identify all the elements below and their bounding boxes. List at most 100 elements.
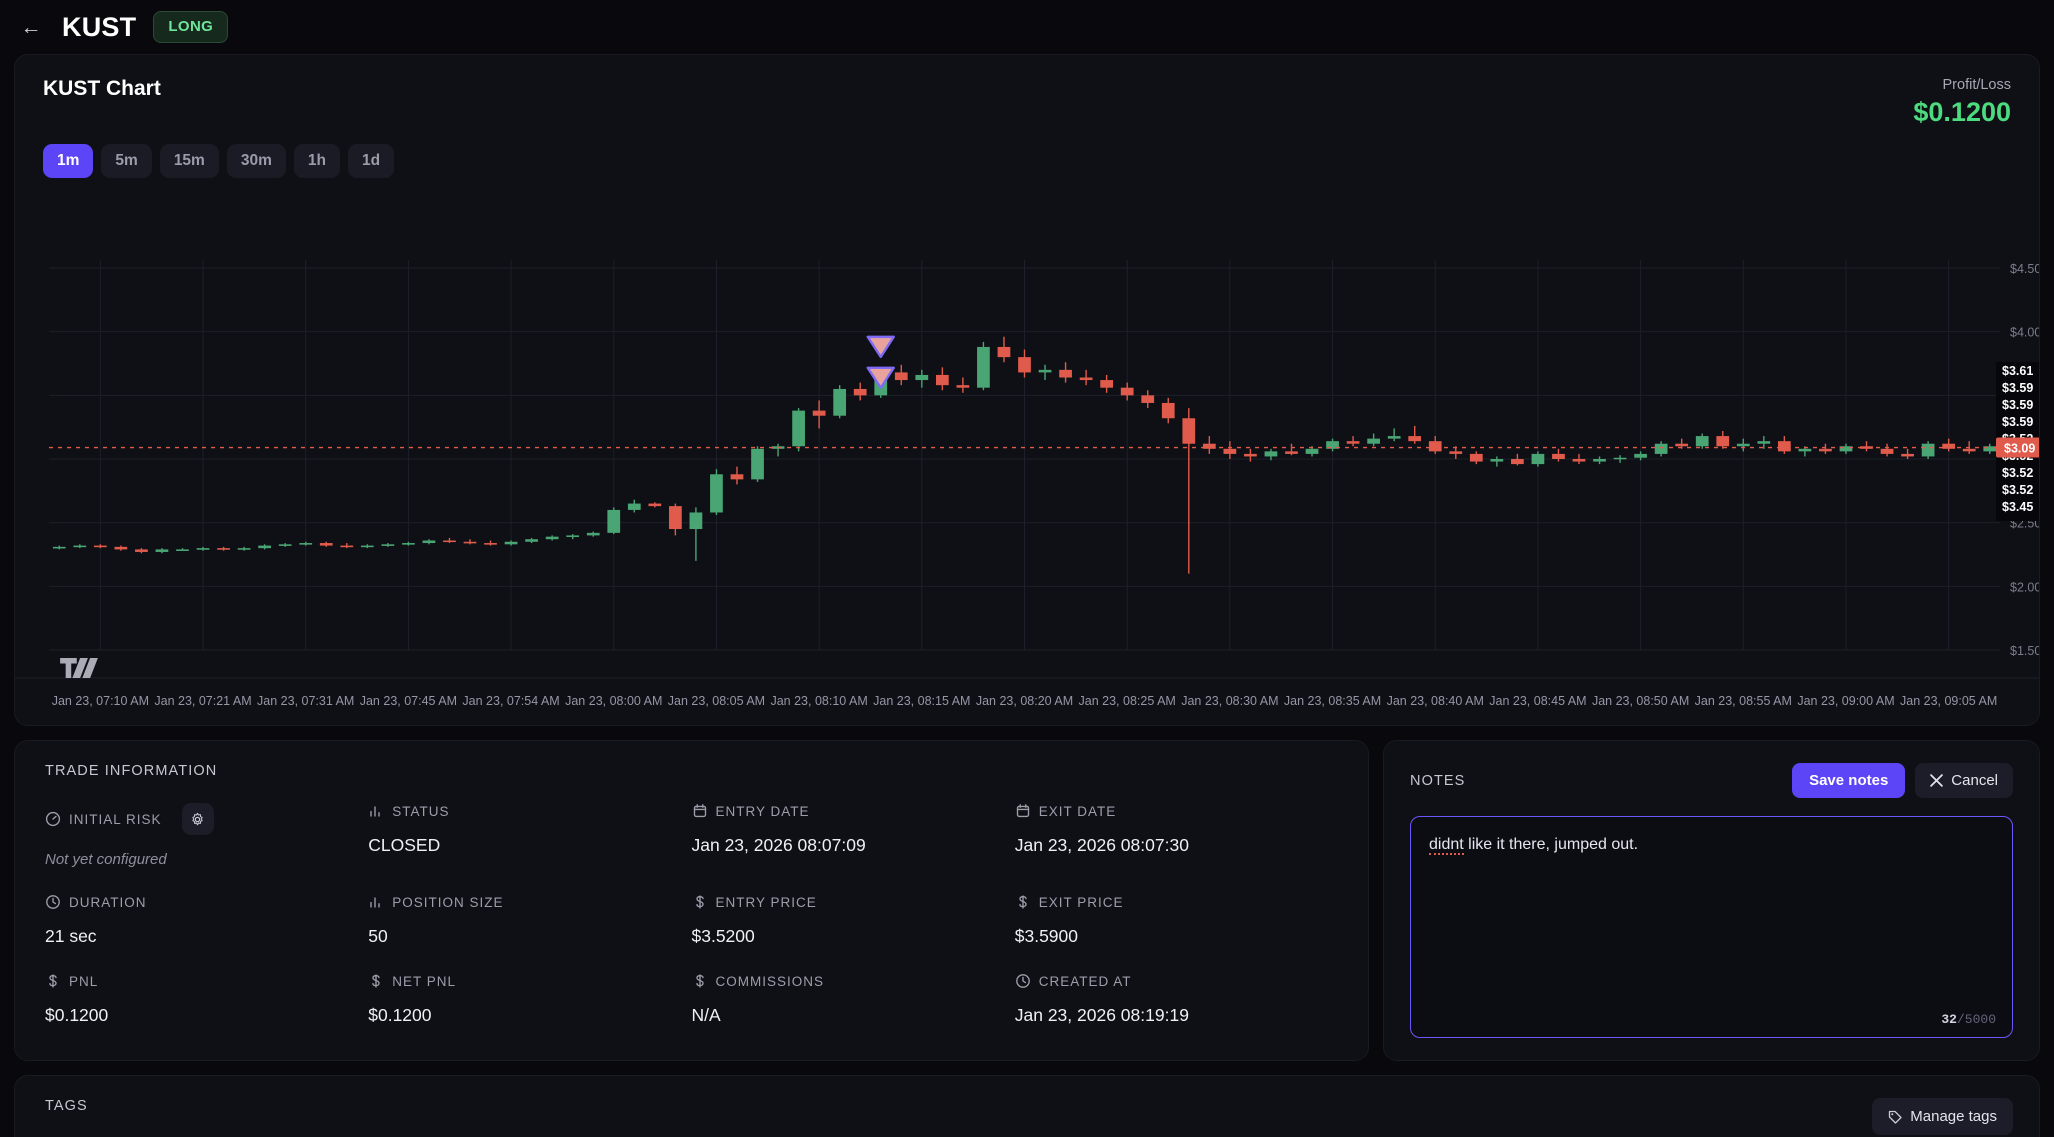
- timeframe-button-1h[interactable]: 1h: [293, 144, 340, 178]
- arrow-left-icon: ←: [20, 15, 42, 39]
- time-axis-label: Jan 23, 07:31 AM: [257, 694, 354, 708]
- trade-info-row: PNL $0.1200 NET PNL $0.1200 COMMISSIONS …: [45, 973, 1338, 1026]
- trade-info-row: DURATION 21 sec POSITION SIZE 50 ENTRY P…: [45, 894, 1338, 947]
- trade-info-label-status: STATUS: [368, 803, 691, 819]
- trade-information-grid: INITIAL RISK Not yet configured STATUS C…: [45, 803, 1338, 1026]
- timeframe-button-1d[interactable]: 1d: [347, 144, 395, 178]
- svg-text:$4.00: $4.00: [2010, 326, 2040, 340]
- cancel-notes-button[interactable]: Cancel: [1915, 763, 2013, 798]
- trade-info-cell-net-pnl: NET PNL $0.1200: [368, 973, 691, 1026]
- dollar-icon: [695, 974, 704, 988]
- trade-info-cell-created-at: CREATED AT Jan 23, 2026 08:19:19: [1015, 973, 1338, 1026]
- trade-info-value-commissions: N/A: [691, 1005, 721, 1025]
- calendar-icon: [1016, 804, 1029, 818]
- timeframe-button-1m[interactable]: 1m: [43, 144, 94, 178]
- time-axis-label: Jan 23, 07:21 AM: [154, 694, 251, 708]
- trade-info-value-status: CLOSED: [368, 835, 441, 855]
- configure-risk-button[interactable]: [181, 803, 214, 835]
- chart-svg[interactable]: $4.50$4.00$3.50$3.00$2.50$2.00$1.50$3.61…: [15, 260, 2040, 726]
- clock-icon: [1015, 974, 1030, 988]
- trade-info-cell-entry-date: ENTRY DATE Jan 23, 2026 08:07:09: [692, 803, 1015, 868]
- trade-info-label-commissions: COMMISSIONS: [692, 973, 1015, 989]
- cancel-label: Cancel: [1951, 772, 1998, 789]
- svg-text:$3.61: $3.61: [2002, 364, 2033, 378]
- character-count-max: /5000: [1956, 1012, 1996, 1027]
- notes-textarea[interactable]: didnt like it there, jumped out. 32/5000: [1410, 816, 2013, 1038]
- trade-information-title: TRADE INFORMATION: [45, 763, 218, 779]
- time-axis-label: Jan 23, 07:54 AM: [462, 694, 559, 708]
- trade-info-cell-pnl: PNL $0.1200: [45, 973, 368, 1026]
- gauge-icon: [45, 811, 61, 827]
- bars-icon: [370, 897, 380, 908]
- profit-loss-value: $0.1200: [1913, 97, 2011, 127]
- svg-text:$4.50: $4.50: [2010, 262, 2040, 276]
- time-axis-label: Jan 23, 08:25 AM: [1079, 694, 1176, 708]
- trade-info-cell-position-size: POSITION SIZE 50: [368, 894, 691, 947]
- trade-info-value-exit-date: Jan 23, 2026 08:07:30: [1014, 835, 1189, 855]
- notes-text-content: didnt like it there, jumped out.: [1429, 833, 1994, 856]
- timeframe-selector[interactable]: 1m 5m 15m 30m 1h 1d: [15, 128, 2039, 178]
- time-axis-label: Jan 23, 07:10 AM: [52, 694, 149, 708]
- trade-info-label-position-size: POSITION SIZE: [368, 894, 691, 910]
- trade-info-value-duration: 21 sec: [45, 926, 97, 946]
- tradingview-logo: [60, 658, 98, 678]
- manage-tags-button[interactable]: Manage tags: [1872, 1098, 2013, 1135]
- dollar-icon: [49, 974, 57, 988]
- time-axis-label: Jan 23, 08:55 AM: [1695, 694, 1792, 708]
- entry-marker: [866, 366, 895, 389]
- time-axis-label: Jan 23, 08:45 AM: [1489, 694, 1586, 708]
- timeframe-button-30m[interactable]: 30m: [226, 144, 286, 178]
- notes-header: NOTES Save notes Cancel: [1410, 763, 2013, 798]
- trade-info-cell-exit-date: EXIT DATE Jan 23, 2026 08:07:30: [1015, 803, 1338, 868]
- trade-info-value-position-size: 50: [368, 926, 388, 946]
- trade-info-label-exit-price: EXIT PRICE: [1015, 894, 1338, 910]
- timeframe-button-15m[interactable]: 15m: [159, 144, 219, 178]
- candlestick-plot[interactable]: $4.50$4.00$3.50$3.00$2.50$2.00$1.50$3.61…: [15, 260, 2039, 725]
- time-axis-label: Jan 23, 08:05 AM: [668, 694, 765, 708]
- page-title: KUST: [62, 11, 137, 42]
- character-counter: 32/5000: [1941, 1012, 1996, 1027]
- clock-icon: [46, 895, 60, 909]
- profit-loss-label: Profit/Loss: [1942, 77, 2012, 93]
- top-bar: ← KUST LONG: [0, 0, 2054, 54]
- back-button[interactable]: ←: [14, 10, 48, 44]
- chart-title: KUST Chart: [43, 77, 161, 100]
- time-axis-label: Jan 23, 09:05 AM: [1900, 694, 1997, 708]
- trade-info-label-entry-price: ENTRY PRICE: [692, 894, 1015, 910]
- tags-title: TAGS: [45, 1098, 88, 1114]
- time-axis-label: Jan 23, 08:35 AM: [1284, 694, 1381, 708]
- profit-loss-block: Profit/Loss $0.1200: [1913, 77, 2011, 128]
- chart-card: KUST Chart Profit/Loss $0.1200 1m 5m 15m…: [14, 54, 2040, 726]
- time-axis-label: Jan 23, 08:40 AM: [1387, 694, 1484, 708]
- svg-text:$3.52: $3.52: [2002, 466, 2033, 480]
- misspelled-word: didnt: [1429, 836, 1464, 855]
- dollar-icon: [372, 974, 380, 988]
- time-axis-label: Jan 23, 07:45 AM: [360, 694, 457, 708]
- trade-info-label-initial-risk: INITIAL RISK: [45, 803, 368, 835]
- timeframe-button-5m[interactable]: 5m: [101, 144, 152, 178]
- tags-card: TAGS Manage tags: [14, 1075, 2040, 1137]
- trade-info-label-created-at: CREATED AT: [1015, 973, 1338, 989]
- trade-info-value-created-at: Jan 23, 2026 08:19:19: [1014, 1005, 1189, 1025]
- time-axis-label: Jan 23, 08:00 AM: [565, 694, 662, 708]
- trade-info-value-pnl: $0.1200: [45, 1005, 109, 1025]
- trade-info-label-duration: DURATION: [45, 894, 368, 910]
- character-count-used: 32: [1941, 1012, 1957, 1027]
- svg-text:$1.50: $1.50: [2010, 644, 2040, 658]
- status-badge: LONG: [153, 11, 229, 43]
- trade-info-cell-commissions: COMMISSIONS N/A: [692, 973, 1015, 1026]
- trade-info-value-initial-risk: Not yet configured: [45, 851, 167, 868]
- time-axis-label: Jan 23, 09:00 AM: [1797, 694, 1894, 708]
- trade-info-cell-initial-risk: INITIAL RISK Not yet configured: [45, 803, 368, 868]
- close-icon: [1930, 774, 1944, 787]
- chart-header: KUST Chart Profit/Loss $0.1200: [15, 55, 2039, 128]
- exit-marker: [866, 335, 895, 359]
- tag-icon: [1889, 1110, 1902, 1124]
- dollar-icon: [1019, 895, 1027, 909]
- save-notes-button[interactable]: Save notes: [1792, 763, 1906, 798]
- trade-information-card: TRADE INFORMATION INITIAL RISK Not yet c…: [14, 740, 1369, 1061]
- bars-icon: [370, 806, 380, 817]
- trade-info-value-net-pnl: $0.1200: [368, 1005, 432, 1025]
- trade-info-label-entry-date: ENTRY DATE: [692, 803, 1015, 819]
- svg-text:$3.59: $3.59: [2002, 415, 2033, 429]
